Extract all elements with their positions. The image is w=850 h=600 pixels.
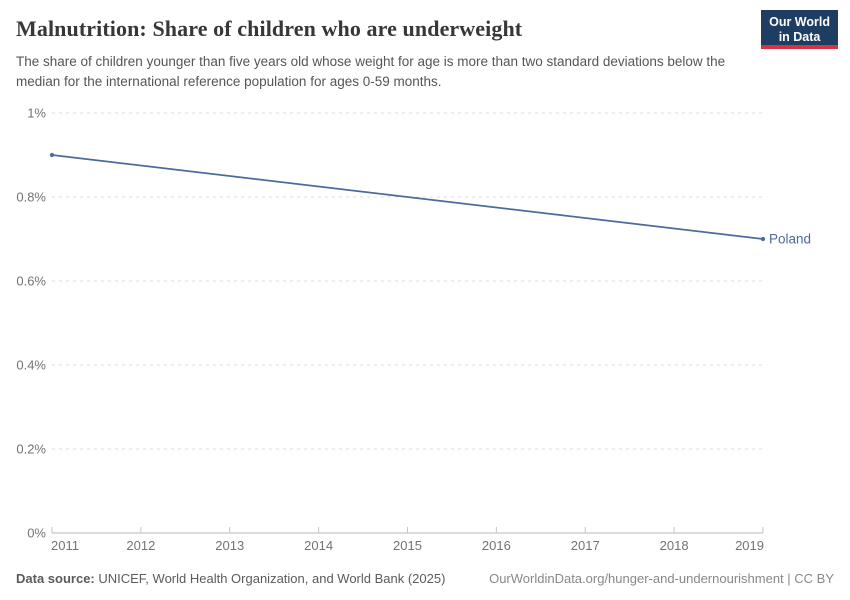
chart-footer: Data source: UNICEF, World Health Organi… xyxy=(16,571,834,587)
x-axis-tick-label: 2012 xyxy=(126,538,155,553)
owid-logo[interactable]: Our World in Data xyxy=(761,10,838,49)
x-axis-tick-label: 2011 xyxy=(51,538,79,553)
x-axis-tick-label: 2015 xyxy=(393,538,422,553)
data-point[interactable] xyxy=(760,236,766,242)
series-line[interactable] xyxy=(51,154,764,240)
owid-logo-line2: in Data xyxy=(778,30,821,44)
chart-subtitle: The share of children younger than five … xyxy=(16,54,726,89)
y-axis-tick-label: 0.8% xyxy=(16,190,46,205)
x-axis-tick-label: 2014 xyxy=(304,538,333,553)
y-axis-tick-label: 1% xyxy=(27,106,46,121)
y-axis-tick-label: 0% xyxy=(27,526,46,541)
owid-logo-accent-bar xyxy=(761,45,838,49)
chart-title: Malnutrition: Share of children who are … xyxy=(16,16,523,41)
x-axis-tick-label: 2013 xyxy=(215,538,244,553)
x-axis-tick-label: 2019 xyxy=(735,538,764,553)
y-axis-tick-label: 0.6% xyxy=(16,274,46,289)
x-axis-tick-label: 2018 xyxy=(660,538,689,553)
data-source-note: Data source: UNICEF, World Health Organi… xyxy=(16,571,445,587)
y-axis-tick-label: 0.2% xyxy=(16,442,46,457)
owid-link[interactable]: OurWorldinData.org/hunger-and-undernouri… xyxy=(489,571,834,586)
x-axis-tick-label: 2017 xyxy=(571,538,600,553)
y-axis-tick-label: 0.4% xyxy=(16,358,46,373)
data-source-label: Data source: xyxy=(16,571,95,586)
data-point[interactable] xyxy=(49,152,55,158)
data-source-text: UNICEF, World Health Organization, and W… xyxy=(94,571,446,586)
series-label[interactable]: Poland xyxy=(769,232,811,247)
x-axis-tick-label: 2016 xyxy=(482,538,511,553)
owid-logo-line1: Our World xyxy=(769,15,830,29)
